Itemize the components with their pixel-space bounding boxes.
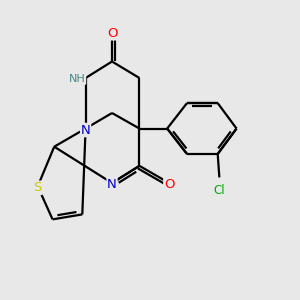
Text: O: O [107,27,117,40]
Text: N: N [81,124,91,136]
Text: O: O [164,178,174,191]
Text: S: S [34,181,42,194]
Text: N: N [107,178,117,191]
Text: Cl: Cl [214,184,225,197]
Text: NH: NH [69,74,85,84]
